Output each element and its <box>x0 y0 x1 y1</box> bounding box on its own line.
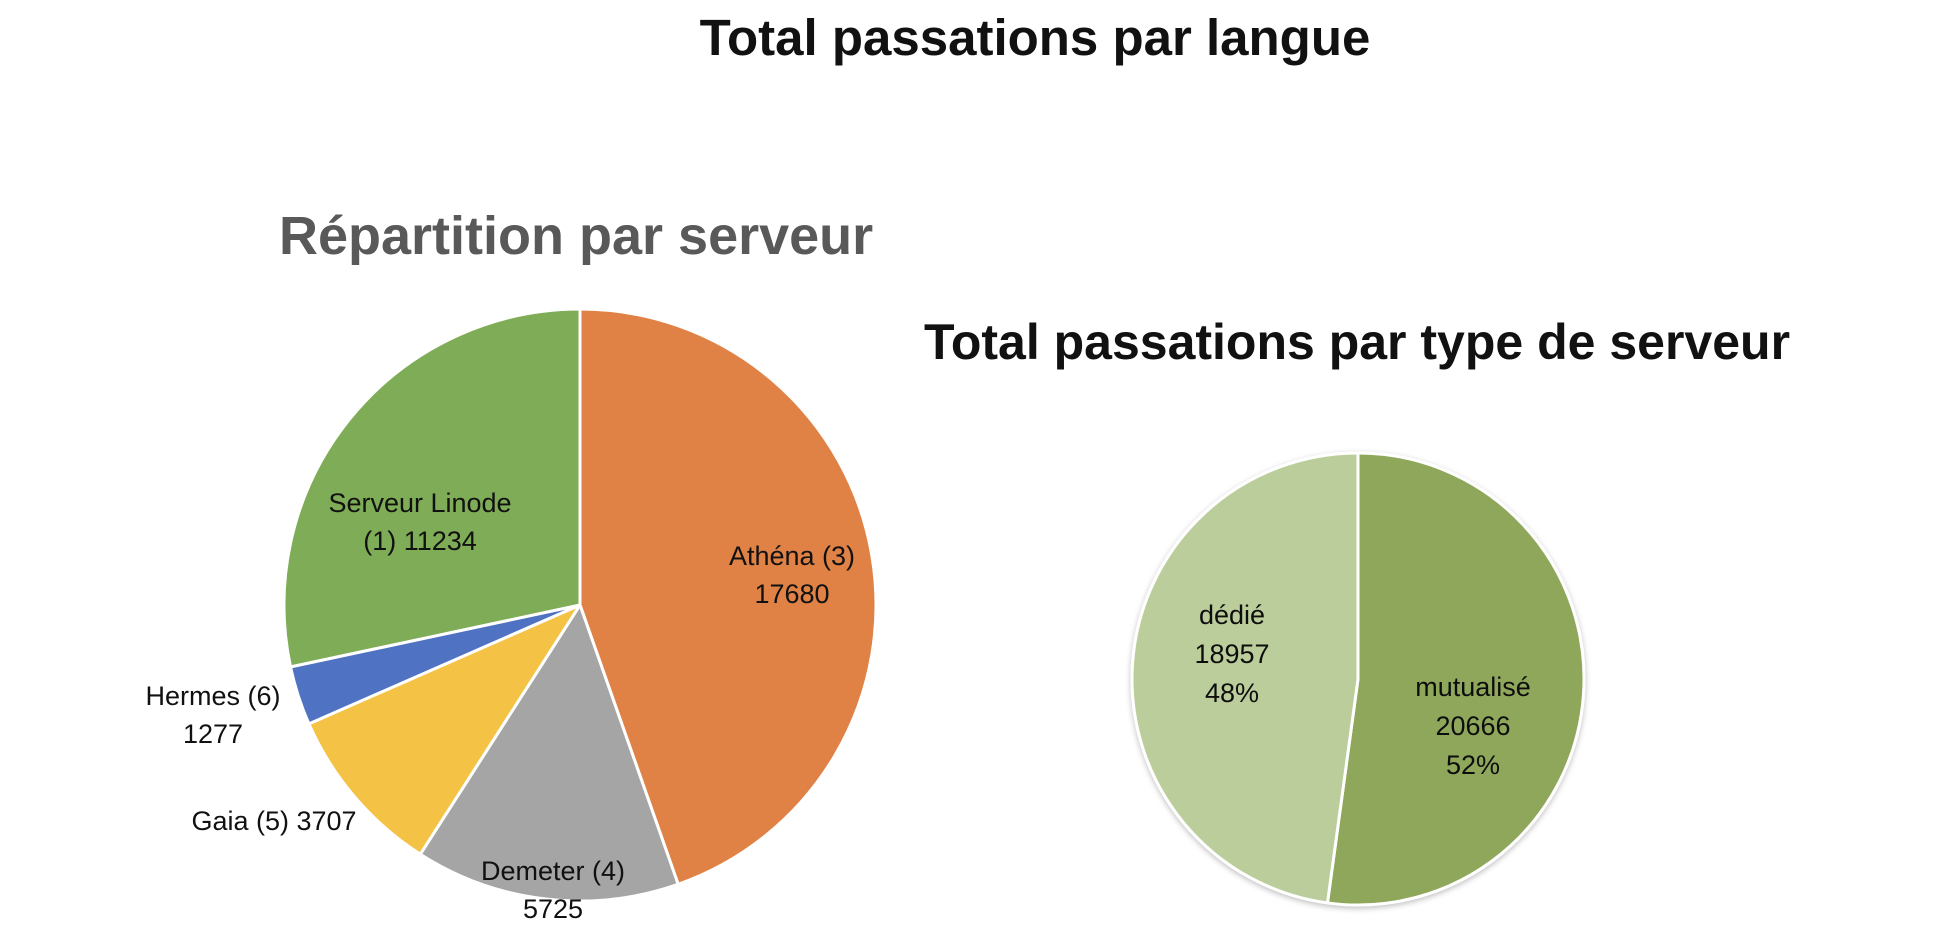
pie-slice-demeter-4 <box>418 603 680 903</box>
server-type-pie-chart: mutualisé 20666 52% dédié 18957 48% <box>1130 451 1586 907</box>
data-label-athena-3: Athéna (3) 17680 <box>729 541 855 609</box>
pie-slice-athena-3 <box>578 307 878 886</box>
server-pie-chart: Athéna (3) 17680 Demeter (4) 5725 Gaia (5) 3… <box>145 307 878 924</box>
data-label-hermes-6: Hermes (6) 1277 <box>145 681 280 749</box>
server-chart-title: Répartition par serveur <box>279 206 874 266</box>
pie-slice-gaia-5 <box>307 603 582 856</box>
pie-slice-dedie <box>1130 451 1360 905</box>
pie-slice-mutualise <box>1325 451 1586 907</box>
page-title: Total passations par langue <box>699 9 1371 66</box>
data-label-demeter-4: Demeter (4) 5725 <box>481 856 625 924</box>
data-label-mutualise: mutualisé 20666 52% <box>1415 672 1531 780</box>
data-label-gaia-5: Gaia (5) 3707 <box>191 806 356 836</box>
server-type-chart-title: Total passations par type de serveur <box>924 314 1791 370</box>
data-label-dedie: dédié 18957 48% <box>1194 600 1269 708</box>
data-label-serveur-linode-1: Serveur Linode (1) 11234 <box>328 488 511 556</box>
pie-slice-serveur-linode-1 <box>282 307 582 669</box>
